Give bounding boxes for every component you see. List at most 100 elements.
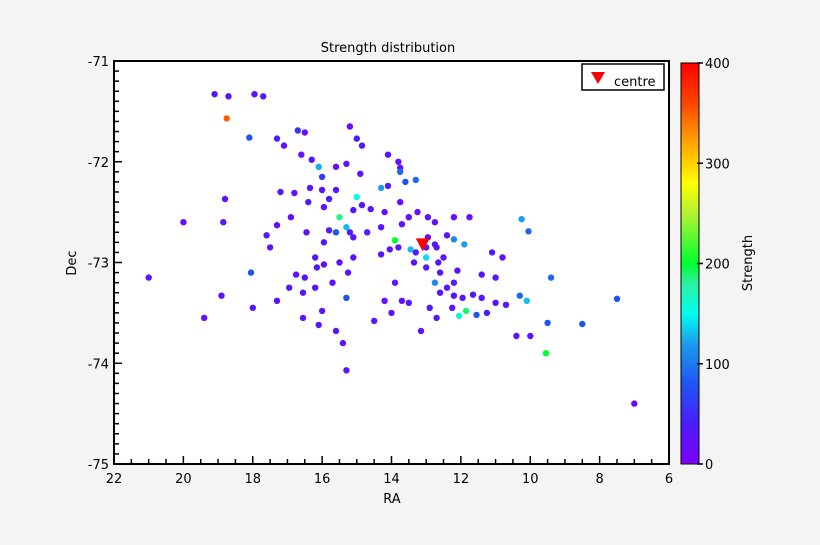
data-point <box>367 205 374 213</box>
data-point <box>431 219 439 226</box>
data-point <box>343 294 350 301</box>
data-point <box>405 299 412 306</box>
data-point <box>201 314 208 322</box>
data-point <box>273 135 281 142</box>
data-point <box>291 189 298 197</box>
data-point <box>523 297 530 304</box>
data-point <box>450 279 458 286</box>
data-point <box>273 222 281 229</box>
data-point <box>299 314 307 322</box>
data-point <box>336 259 343 266</box>
data-point <box>343 224 350 231</box>
data-point <box>350 254 357 261</box>
y-axis-ticks: -71 -72 -73 -74 -75 <box>88 55 122 473</box>
plot-area <box>114 61 669 464</box>
data-point <box>357 170 364 177</box>
centre-marker <box>415 238 430 252</box>
data-point <box>273 297 281 304</box>
data-point <box>518 216 525 223</box>
data-point <box>492 299 499 306</box>
data-point <box>391 279 399 286</box>
data-point <box>443 232 451 239</box>
x-tick-label: 8 <box>595 472 603 487</box>
data-point <box>350 234 357 241</box>
data-point <box>398 221 406 228</box>
data-point <box>424 214 432 221</box>
data-point <box>407 246 414 253</box>
data-point <box>436 269 444 276</box>
data-point <box>417 327 425 335</box>
data-point <box>292 271 300 278</box>
data-points <box>145 91 638 407</box>
data-point <box>443 284 451 291</box>
data-point <box>223 115 230 122</box>
data-point <box>225 93 232 100</box>
data-point <box>542 350 550 357</box>
data-point <box>410 259 418 266</box>
data-point <box>377 251 385 258</box>
data-point <box>353 193 360 201</box>
data-point <box>358 142 366 149</box>
data-point <box>395 244 402 251</box>
x-tick-label: 6 <box>665 472 673 487</box>
data-point <box>631 400 638 407</box>
data-point <box>318 307 326 315</box>
data-point <box>277 188 284 196</box>
data-point <box>377 224 385 231</box>
data-point <box>221 195 229 203</box>
colorbar-tick-label: 400 <box>705 57 730 72</box>
data-point <box>412 176 419 184</box>
data-point <box>381 208 388 216</box>
data-point <box>414 208 421 216</box>
data-point <box>423 264 430 271</box>
data-point <box>499 254 506 261</box>
data-point <box>246 134 253 141</box>
data-point <box>502 301 510 308</box>
data-point <box>301 274 308 281</box>
data-point <box>488 249 496 256</box>
y-tick-label: -73 <box>88 257 109 272</box>
data-point <box>527 332 534 340</box>
data-point <box>301 129 308 136</box>
data-point <box>478 271 485 278</box>
data-point <box>298 151 305 158</box>
data-point <box>391 237 399 244</box>
data-point <box>332 163 340 170</box>
data-point <box>343 367 350 374</box>
data-point <box>435 259 442 266</box>
data-point <box>353 135 360 142</box>
legend-label-centre: centre <box>614 75 656 90</box>
data-point <box>544 319 551 327</box>
data-point <box>384 182 392 190</box>
data-point <box>436 289 444 296</box>
data-point <box>450 214 458 221</box>
data-point <box>266 244 274 251</box>
data-point <box>305 198 312 206</box>
y-tick-label: -71 <box>88 55 109 70</box>
data-point <box>395 158 402 165</box>
chart-title: Strength distribution <box>321 41 455 56</box>
data-point <box>613 295 621 302</box>
data-point <box>343 160 350 167</box>
data-point <box>469 291 477 298</box>
data-point <box>329 279 336 286</box>
colorbar-tick-label: 200 <box>705 258 730 273</box>
x-tick-label: 18 <box>244 472 261 487</box>
data-point <box>339 339 347 347</box>
data-point <box>377 184 385 192</box>
data-point <box>336 214 343 221</box>
data-point <box>306 184 314 192</box>
data-point <box>251 91 258 98</box>
data-point <box>294 127 301 134</box>
data-point <box>423 254 430 261</box>
data-point <box>320 239 328 246</box>
data-point <box>397 198 404 206</box>
data-point <box>364 229 371 236</box>
data-point <box>320 203 328 211</box>
x-tick-label: 12 <box>453 472 470 487</box>
data-point <box>455 312 463 320</box>
data-point <box>312 284 319 291</box>
data-point <box>513 332 520 340</box>
data-point <box>449 304 456 311</box>
